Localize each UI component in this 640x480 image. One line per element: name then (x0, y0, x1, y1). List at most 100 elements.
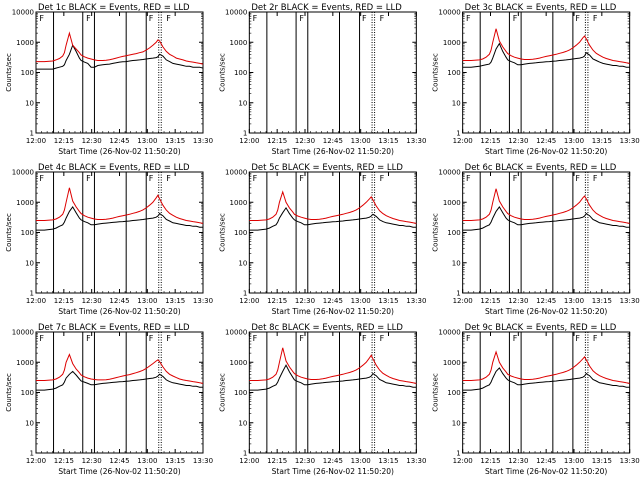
marker-glyph: F (39, 174, 44, 183)
plot-frame (35, 11, 204, 134)
plot-frame (35, 171, 204, 294)
x-tick-label: 12:15 (54, 297, 74, 305)
x-axis-label: Start Time (26-Nov-02 11:50:20) (485, 307, 607, 316)
x-tick-label: 13:30 (193, 457, 213, 465)
marker-glyph: F (466, 14, 471, 23)
panel-det-8: Det 8c BLACK = Events, RED = LLD Counts/s… (218, 323, 426, 476)
marker-glyph: F (39, 14, 44, 23)
panel-title: Det 7c BLACK = Events, RED = LLD (38, 323, 190, 333)
panel-det-7: Det 7c BLACK = Events, RED = LLD Counts/s… (5, 323, 213, 476)
marker-glyph: F (380, 174, 385, 183)
y-tick-label: 1 (456, 450, 460, 458)
y-tick-label: 1 (243, 450, 247, 458)
x-tick-label: 12:45 (109, 137, 129, 145)
x-tick-label: 12:30 (82, 457, 102, 465)
plot-frame (462, 331, 631, 454)
x-tick-label: 12:15 (54, 137, 74, 145)
x-axis-label: Start Time (26-Nov-02 11:50:20) (58, 147, 180, 156)
y-tick-label: 10 (25, 99, 34, 107)
y-tick-label: 1000 (443, 359, 461, 367)
series-lld-line (36, 187, 204, 224)
marker-glyph: F (362, 14, 367, 23)
x-tick-label: 13:15 (592, 137, 612, 145)
x-tick-label: 12:15 (480, 457, 500, 465)
y-tick-label: 10 (238, 259, 247, 267)
x-tick-label: 13:15 (592, 457, 612, 465)
panel-title: Det 1c BLACK = Events, RED = LLD (38, 3, 190, 13)
x-tick-label: 12:30 (82, 297, 102, 305)
y-axis-label: Counts/sec (5, 213, 13, 252)
marker-glyph: F (466, 334, 471, 343)
x-tick-label: 12:30 (295, 457, 315, 465)
series-lld-line (462, 28, 630, 64)
marker-glyph: F (149, 334, 154, 343)
y-tick-label: 100 (234, 229, 247, 237)
x-tick-label: 13:15 (165, 457, 185, 465)
x-tick-label: 12:30 (295, 297, 315, 305)
series-lld-line (249, 347, 417, 384)
marker-glyph: F (299, 174, 304, 183)
marker-glyph: F (575, 174, 580, 183)
marker-glyph: F (86, 174, 91, 183)
x-tick-label: 13:00 (351, 297, 371, 305)
y-tick-label: 10 (452, 419, 461, 427)
y-tick-label: 1 (456, 130, 460, 138)
x-tick-label: 13:00 (564, 297, 584, 305)
x-tick-label: 13:15 (165, 137, 185, 145)
x-tick-label: 12:45 (536, 137, 556, 145)
x-tick-label: 12:15 (267, 457, 287, 465)
x-tick-label: 13:15 (378, 137, 398, 145)
plot-frame (462, 11, 631, 134)
plot-frame (248, 331, 417, 454)
series-events-line (36, 43, 204, 70)
x-tick-label: 13:00 (564, 137, 584, 145)
series-events-line (249, 364, 417, 391)
series-lld-line (249, 190, 417, 224)
y-tick-label: 1000 (443, 199, 461, 207)
marker-glyph: F (149, 14, 154, 23)
marker-glyph: F (253, 174, 258, 183)
y-tick-label: 1 (243, 290, 247, 298)
x-axis-label: Start Time (26-Nov-02 11:50:20) (58, 307, 180, 316)
marker-glyph: F (593, 334, 598, 343)
y-tick-label: 10 (238, 419, 247, 427)
marker-glyph: F (253, 14, 258, 23)
x-tick-label: 13:15 (592, 297, 612, 305)
y-tick-label: 1000 (230, 359, 248, 367)
x-tick-label: 12:30 (508, 137, 528, 145)
x-axis-label: Start Time (26-Nov-02 11:50:20) (272, 307, 394, 316)
marker-glyph: F (575, 14, 580, 23)
series-lld-line (36, 31, 204, 65)
x-tick-label: 12:45 (323, 457, 343, 465)
x-tick-label: 12:45 (323, 297, 343, 305)
plot-frame (35, 331, 204, 454)
x-tick-label: 13:30 (406, 137, 426, 145)
y-tick-label: 100 (447, 229, 460, 237)
y-tick-label: 1 (30, 290, 34, 298)
y-tick-label: 10 (452, 99, 461, 107)
panel-title: Det 5c BLACK = Events, RED = LLD (251, 163, 403, 173)
x-tick-label: 12:45 (323, 137, 343, 145)
marker-glyph: F (513, 174, 518, 183)
y-tick-label: 1000 (16, 199, 34, 207)
x-tick-label: 13:00 (137, 457, 157, 465)
y-tick-label: 10000 (438, 169, 460, 177)
marker-glyph: F (166, 174, 171, 183)
x-tick-label: 12:00 (453, 297, 473, 305)
x-tick-label: 13:30 (620, 297, 640, 305)
y-tick-label: 1000 (230, 199, 248, 207)
x-tick-label: 13:00 (351, 457, 371, 465)
series-events-line (36, 205, 203, 231)
x-tick-label: 12:45 (109, 457, 129, 465)
x-tick-label: 13:00 (351, 137, 371, 145)
panel-det-1: Det 1c BLACK = Events, RED = LLD Counts/s… (5, 3, 213, 156)
marker-glyph: F (593, 174, 598, 183)
series-lld-line (36, 353, 204, 384)
y-tick-label: 10000 (225, 329, 247, 337)
y-tick-label: 10 (25, 419, 34, 427)
plot-frame (248, 171, 417, 294)
panel-title: Det 4c BLACK = Events, RED = LLD (38, 163, 190, 173)
panel-title: Det 3c BLACK = Events, RED = LLD (465, 3, 617, 13)
panel-det-5: Det 5c BLACK = Events, RED = LLD Counts/s… (218, 163, 426, 316)
